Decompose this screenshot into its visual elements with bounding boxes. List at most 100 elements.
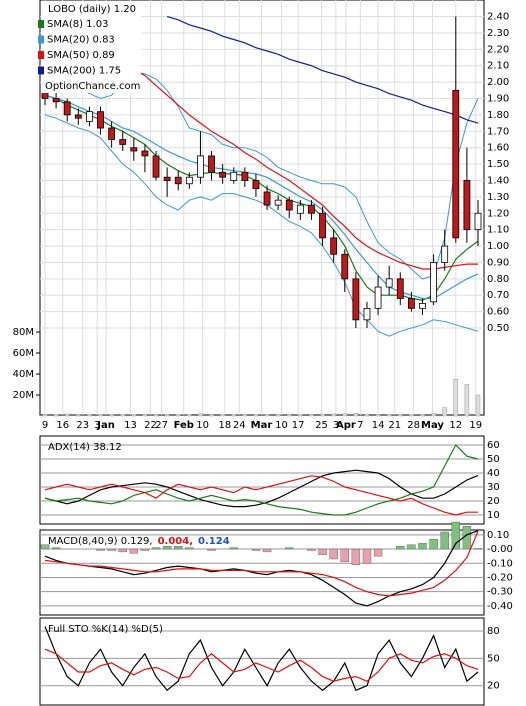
x-tick-label: 24 (233, 420, 246, 431)
volume-bar (142, 414, 148, 417)
candle-body (330, 237, 338, 255)
y-tick-label: -0.30 (487, 587, 513, 598)
candle-body (86, 111, 93, 122)
y-tick-label: 2.00 (487, 77, 509, 88)
candle-body (219, 171, 227, 178)
legend-box (41, 1, 141, 93)
candle-body (74, 114, 82, 119)
y-tick-label: 0.10 (487, 530, 509, 541)
y-tick-label: 2.40 (487, 12, 509, 23)
legend-title: LOBO (daily) 1.20 (48, 4, 136, 15)
volume-bar (298, 414, 303, 417)
candle-body (52, 98, 60, 103)
y2-tick-label: 20M (13, 390, 34, 401)
panel-frame (39, 435, 485, 525)
volume-bar (420, 414, 425, 417)
y-tick-label: 40 (487, 468, 500, 479)
y2-tick-label: 60M (13, 348, 34, 359)
sma-line (44, 94, 479, 301)
y-tick-label: 80 (487, 626, 500, 637)
x-tick-label: 21 (388, 420, 401, 431)
candle-body (274, 199, 282, 206)
volume-bar (220, 414, 225, 417)
x-tick-label: 27 (155, 420, 168, 431)
x-tick-label: May (421, 420, 444, 431)
legend-label: SMA(200) 1.75 (47, 66, 121, 77)
y-tick-label: -0.40 (487, 601, 513, 612)
y-tick-label: 1.60 (487, 143, 509, 154)
x-tick-label: 7 (357, 420, 363, 431)
indicator-line (44, 475, 478, 516)
volume-bar (53, 414, 59, 417)
volume-bar (164, 414, 170, 417)
x-tick-label: 18 (218, 420, 231, 431)
panel-frame (39, 617, 485, 706)
volume-bar (464, 384, 470, 417)
candle-body (363, 307, 371, 321)
candle-body (463, 180, 471, 231)
candle-body (197, 155, 204, 178)
candle-body (174, 176, 182, 185)
histogram-bar (340, 548, 349, 563)
volume-bar (109, 414, 114, 417)
x-tick-label: 14 (372, 420, 385, 431)
candle-body (419, 303, 426, 309)
candle-body (163, 176, 171, 181)
title-value: 0.004, (158, 536, 193, 547)
indicator-line (44, 469, 479, 508)
y-tick-label: 0.90 (487, 257, 509, 268)
x-tick-label: 12 (449, 420, 462, 431)
sma-line (133, 68, 478, 270)
volume-bar (231, 414, 236, 417)
volume-bar (342, 413, 348, 417)
histogram-bar (418, 543, 427, 550)
histogram-bar (129, 548, 139, 554)
bollinger-band (44, 114, 479, 337)
volume-bar (264, 414, 270, 417)
histogram-bar (40, 544, 50, 550)
candle-body (130, 147, 138, 152)
title-text: MACD(8,40,9) 0.129, (48, 536, 153, 547)
x-tick-label: 28 (407, 420, 420, 431)
panel-title: Full STO %K(14) %D(5) (48, 624, 163, 635)
x-tick-label: 10 (275, 420, 288, 431)
volume-bar (398, 414, 403, 417)
histogram-bar (351, 548, 361, 565)
x-tick-label: 22 (144, 420, 157, 431)
histogram-bar (362, 548, 372, 564)
y-tick-label: 1.10 (487, 225, 509, 236)
histogram-bar (440, 531, 449, 550)
histogram-bar (96, 548, 105, 551)
panel-title: MACD(8,40,9) 0.129, 0.004, 0.124 (48, 536, 230, 547)
histogram-bar (207, 548, 216, 551)
volume-bar (98, 414, 103, 417)
volume-bar (175, 414, 181, 417)
volume-bar (431, 413, 436, 417)
y-tick-label: 0.70 (487, 290, 509, 301)
histogram-bar (473, 548, 483, 550)
histogram-bar (151, 547, 161, 550)
indicator-line (44, 443, 479, 516)
y-tick-label: 1.40 (487, 175, 509, 186)
histogram-bar (107, 548, 116, 551)
histogram-bar (118, 548, 127, 553)
y-tick-label: 20 (487, 496, 500, 507)
y-tick-label: 10 (487, 510, 500, 521)
sma-line (166, 16, 479, 124)
volume-bar (253, 414, 259, 417)
candle-body (296, 204, 304, 214)
volume-bar (42, 414, 48, 417)
candle-body (396, 278, 404, 299)
legend-swatch (38, 66, 44, 75)
y-tick-label: 1.30 (487, 192, 509, 203)
x-tick-label: 10 (196, 420, 209, 431)
histogram-bar (262, 548, 272, 553)
y-tick-label: -0.00 (487, 544, 513, 555)
candle-body (285, 199, 293, 211)
candle-body (241, 171, 249, 181)
y-tick-label: 50 (487, 454, 500, 465)
volume-bar (153, 413, 159, 417)
y-tick-label: 1.20 (487, 208, 509, 219)
candle-body (97, 111, 104, 129)
